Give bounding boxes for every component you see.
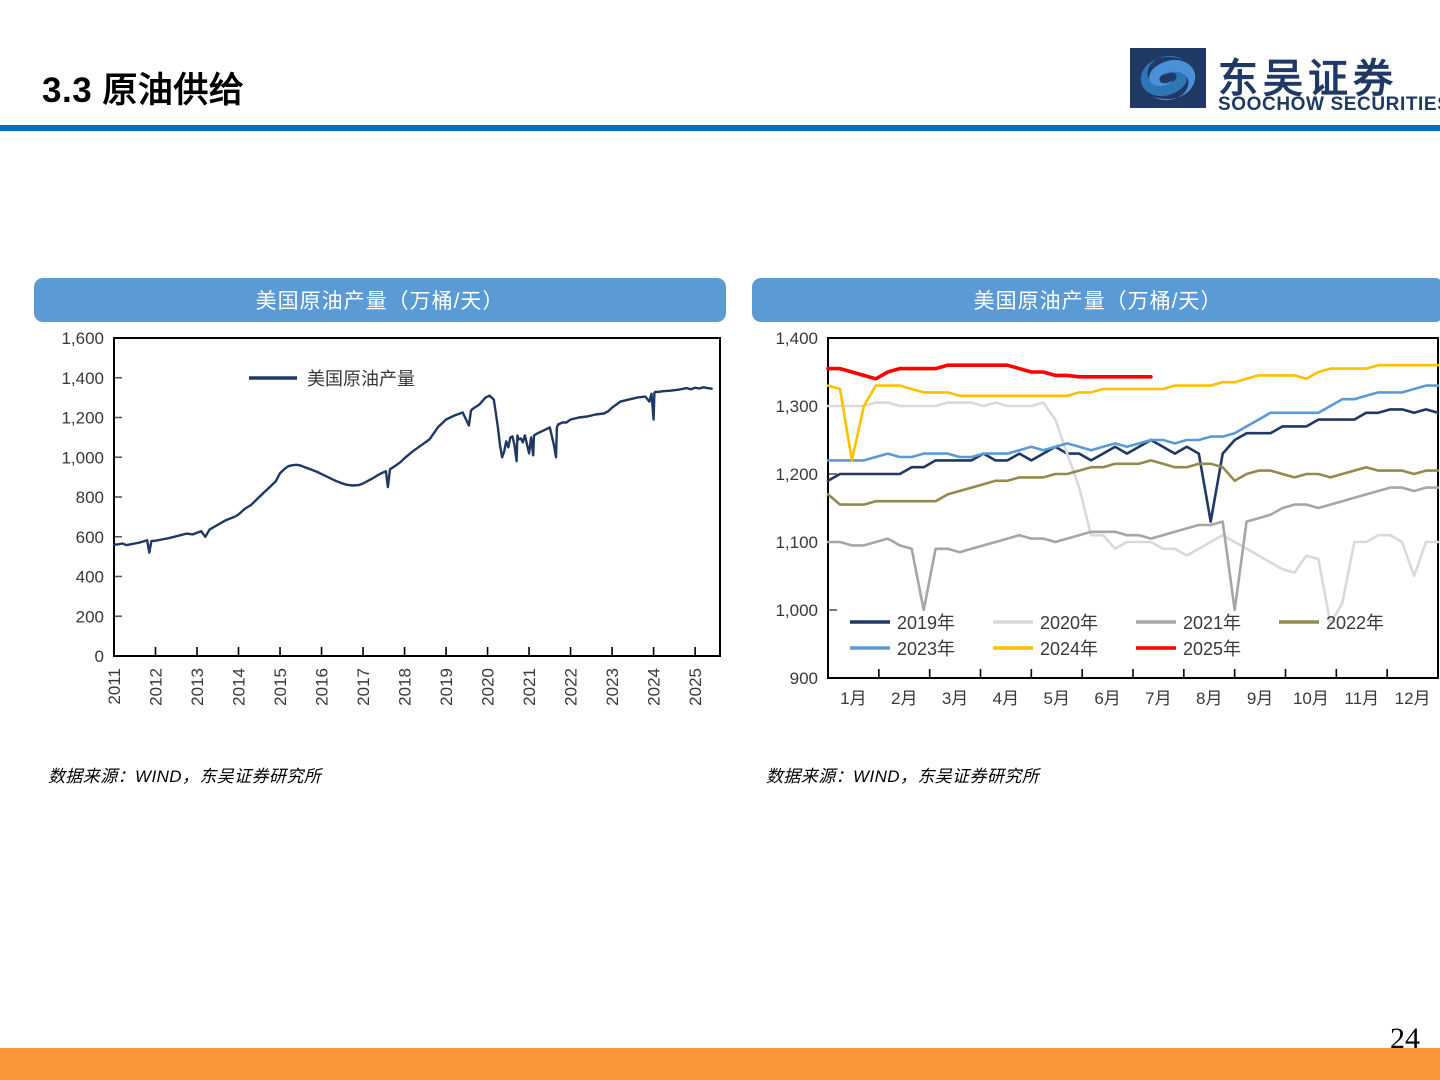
svg-text:2018: 2018 bbox=[396, 668, 415, 706]
svg-text:2月: 2月 bbox=[891, 689, 917, 708]
source-note-history: 数据来源：WIND，东吴证券研究所 bbox=[48, 767, 322, 786]
svg-text:2021: 2021 bbox=[520, 668, 539, 706]
svg-text:美国原油产量: 美国原油产量 bbox=[307, 369, 415, 389]
svg-text:1,000: 1,000 bbox=[775, 601, 818, 620]
svg-text:2013: 2013 bbox=[188, 668, 207, 706]
svg-text:2019年: 2019年 bbox=[897, 613, 955, 633]
svg-text:2015: 2015 bbox=[271, 668, 290, 706]
svg-text:1,000: 1,000 bbox=[61, 448, 104, 467]
svg-text:2022年: 2022年 bbox=[1326, 613, 1384, 633]
footer-bar bbox=[0, 1048, 1440, 1080]
svg-text:2014: 2014 bbox=[230, 668, 249, 706]
svg-text:0: 0 bbox=[95, 647, 104, 666]
svg-text:1,600: 1,600 bbox=[61, 330, 104, 348]
chart-panel-history: 美国原油产量（万桶/天） 0 200 400 600 800 1,000 1,200 1,40… bbox=[34, 278, 726, 798]
svg-text:200: 200 bbox=[76, 607, 104, 626]
svg-text:2025: 2025 bbox=[686, 668, 705, 706]
svg-text:2024年: 2024年 bbox=[1040, 639, 1098, 659]
svg-text:5月: 5月 bbox=[1044, 689, 1070, 708]
seasonal-line-chart: 900 1,000 1,100 1,200 1,300 1,400 1月 2月 3月 4月 5月 6月… bbox=[775, 330, 1440, 708]
slide-header: 3.3 原油供给 东吴证券 SOOCHOW SECURITIES bbox=[0, 0, 1440, 131]
logo-english-name: SOOCHOW SECURITIES bbox=[1218, 94, 1440, 115]
soochow-logo-icon bbox=[1130, 48, 1206, 108]
history-line-chart: 0 200 400 600 800 1,000 1,200 1,400 1,600 2011 201… bbox=[61, 330, 721, 706]
svg-text:7月: 7月 bbox=[1145, 689, 1171, 708]
svg-text:11月: 11月 bbox=[1344, 689, 1379, 708]
brand-logo: 东吴证券 SOOCHOW SECURITIES bbox=[1130, 48, 1440, 120]
svg-text:2017: 2017 bbox=[354, 668, 373, 706]
source-note-seasonal: 数据来源：WIND，东吴证券研究所 bbox=[766, 767, 1040, 786]
logo-chinese-name: 东吴证券 bbox=[1218, 57, 1398, 101]
svg-text:2016: 2016 bbox=[313, 668, 332, 706]
svg-text:1,400: 1,400 bbox=[61, 369, 104, 388]
svg-text:1月: 1月 bbox=[840, 689, 866, 708]
svg-text:2025年: 2025年 bbox=[1183, 639, 1241, 659]
svg-text:800: 800 bbox=[76, 488, 104, 507]
svg-text:6月: 6月 bbox=[1094, 689, 1120, 708]
svg-text:600: 600 bbox=[76, 528, 104, 547]
svg-text:2023年: 2023年 bbox=[897, 639, 955, 659]
chart-plot-history: 0 200 400 600 800 1,000 1,200 1,400 1,600 2011 201… bbox=[34, 330, 726, 740]
page-number: 24 bbox=[1390, 1022, 1420, 1055]
chart-title-history: 美国原油产量（万桶/天） bbox=[34, 278, 726, 322]
svg-text:2012: 2012 bbox=[147, 668, 166, 706]
chart-plot-seasonal: 900 1,000 1,100 1,200 1,300 1,400 1月 2月 3月 4月 5月 6月… bbox=[752, 330, 1440, 740]
svg-text:10月: 10月 bbox=[1293, 689, 1329, 708]
header-divider bbox=[0, 125, 1440, 131]
svg-text:1,400: 1,400 bbox=[775, 330, 818, 348]
page-title: 3.3 原油供给 bbox=[42, 71, 245, 110]
svg-text:2020: 2020 bbox=[479, 668, 498, 706]
svg-text:8月: 8月 bbox=[1196, 689, 1222, 708]
svg-text:900: 900 bbox=[790, 669, 818, 688]
svg-text:2023: 2023 bbox=[603, 668, 622, 706]
svg-text:2011: 2011 bbox=[105, 668, 124, 705]
svg-text:9月: 9月 bbox=[1247, 689, 1273, 708]
svg-text:3月: 3月 bbox=[942, 689, 968, 708]
chart-title-seasonal: 美国原油产量（万桶/天） bbox=[752, 278, 1440, 322]
svg-text:2019: 2019 bbox=[437, 668, 456, 706]
svg-text:4月: 4月 bbox=[993, 689, 1019, 708]
svg-text:1,200: 1,200 bbox=[775, 465, 818, 484]
svg-text:1,200: 1,200 bbox=[61, 409, 104, 428]
svg-text:2020年: 2020年 bbox=[1040, 613, 1098, 633]
svg-text:1,300: 1,300 bbox=[775, 397, 818, 416]
svg-text:400: 400 bbox=[76, 568, 104, 587]
svg-text:2022: 2022 bbox=[562, 668, 581, 706]
svg-text:2021年: 2021年 bbox=[1183, 613, 1241, 633]
svg-text:2024: 2024 bbox=[645, 668, 664, 706]
svg-text:12月: 12月 bbox=[1395, 689, 1431, 708]
chart-panel-seasonal: 美国原油产量（万桶/天） 900 1,000 1,100 1,200 1,300 1,40… bbox=[752, 278, 1440, 798]
svg-text:1,100: 1,100 bbox=[775, 533, 818, 552]
